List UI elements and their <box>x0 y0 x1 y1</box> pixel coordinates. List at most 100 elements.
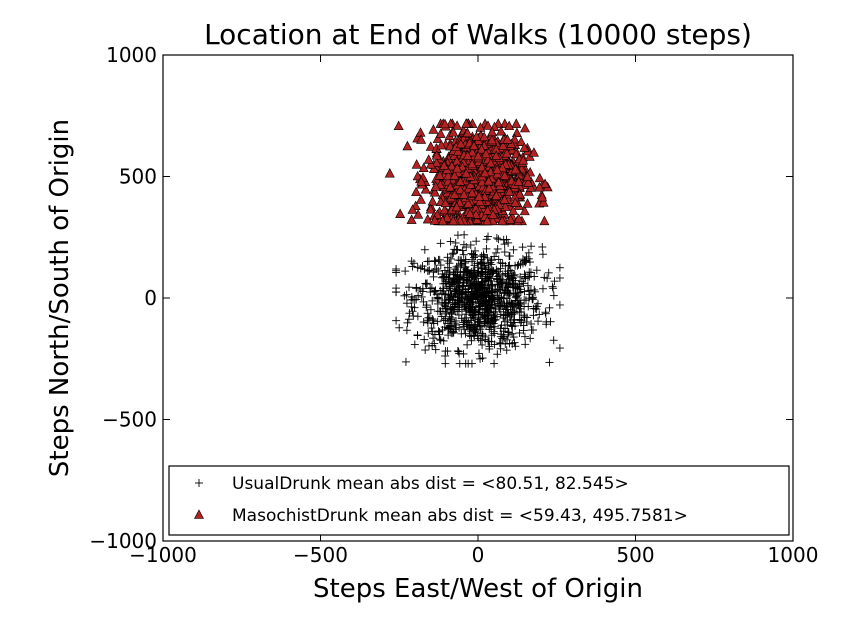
usualdrunk-point <box>518 259 527 268</box>
masochistdrunk-point <box>434 170 445 180</box>
usualdrunk-point <box>467 305 476 314</box>
usualdrunk-point <box>392 316 401 325</box>
masochistdrunk-point <box>453 146 464 156</box>
x-tick-label: 500 <box>616 543 654 567</box>
usualdrunk-point <box>413 263 422 272</box>
masochistdrunk-point <box>435 128 446 138</box>
masochistdrunk-point <box>504 120 515 131</box>
usualdrunk-point <box>445 294 454 303</box>
masochistdrunk-point <box>510 197 521 207</box>
usualdrunk-point <box>497 275 506 284</box>
usualdrunk-point <box>456 261 465 270</box>
usualdrunk-point <box>481 300 490 309</box>
masochistdrunk-point <box>479 131 490 142</box>
masochistdrunk-point <box>525 182 536 192</box>
masochistdrunk-point <box>425 141 436 151</box>
usualdrunk-point <box>489 319 498 328</box>
usualdrunk-point <box>433 317 442 326</box>
usualdrunk-point <box>402 299 411 308</box>
y-tick-label: 0 <box>144 286 157 310</box>
usualdrunk-point <box>507 321 516 330</box>
usualdrunk-point <box>431 345 440 354</box>
masochistdrunk-point <box>488 209 499 219</box>
scatter-points <box>384 118 564 368</box>
usualdrunk-point <box>464 318 473 327</box>
usualdrunk-point <box>527 319 536 328</box>
usualdrunk-point <box>500 301 509 310</box>
usualdrunk-point <box>408 262 417 271</box>
usualdrunk-point <box>460 313 469 322</box>
usualdrunk-point <box>449 327 458 336</box>
usualdrunk-point <box>422 280 431 289</box>
usualdrunk-point <box>476 297 485 306</box>
usualdrunk-point <box>480 317 489 326</box>
usualdrunk-point <box>455 359 464 368</box>
usualdrunk-point <box>504 283 513 292</box>
usualdrunk-point <box>423 316 432 325</box>
usualdrunk-point <box>517 316 526 325</box>
usualdrunk-point <box>463 320 472 329</box>
masochistdrunk-point <box>402 140 413 151</box>
usualdrunk-point <box>475 322 484 331</box>
masochistdrunk-point <box>474 196 485 206</box>
usualdrunk-point <box>518 243 527 252</box>
x-tick-label: −500 <box>293 543 348 567</box>
usualdrunk-point <box>445 268 454 277</box>
usualdrunk-point <box>419 297 428 306</box>
usualdrunk-point <box>487 314 496 323</box>
masochistdrunk-point <box>429 187 440 197</box>
usualdrunk-point <box>509 279 518 288</box>
usualdrunk-point <box>493 312 502 321</box>
masochistdrunk-point <box>534 172 545 183</box>
usualdrunk-point <box>443 253 452 262</box>
masochistdrunk-point <box>439 118 450 129</box>
usualdrunk-point <box>543 274 552 283</box>
usualdrunk-point <box>503 328 512 337</box>
masochistdrunk-point <box>514 188 525 199</box>
usualdrunk-point <box>494 255 503 264</box>
usualdrunk-point <box>498 259 507 268</box>
usualdrunk-point <box>517 277 526 286</box>
usualdrunk-point <box>449 270 458 279</box>
usualdrunk-point <box>481 285 490 294</box>
usualdrunk-point <box>444 295 453 304</box>
usualdrunk-point <box>484 307 493 316</box>
usualdrunk-point <box>508 302 517 311</box>
usualdrunk-point <box>528 295 537 304</box>
usualdrunk-point <box>534 317 543 326</box>
usualdrunk-point <box>477 255 486 264</box>
usualdrunk-point <box>550 277 559 286</box>
usualdrunk-point <box>508 329 517 338</box>
usualdrunk-point <box>472 303 481 312</box>
masochistdrunk-point <box>510 163 521 174</box>
usualdrunk-point <box>477 293 486 302</box>
masochistdrunk-point <box>420 184 431 194</box>
usualdrunk-point <box>521 340 530 349</box>
usualdrunk-point <box>520 312 529 321</box>
masochistdrunk-point <box>462 150 473 160</box>
usualdrunk-point <box>453 298 462 307</box>
usualdrunk-point <box>548 282 557 291</box>
usualdrunk-point <box>516 272 525 281</box>
legend-marker-masochistdrunk <box>194 509 204 519</box>
usualdrunk-point <box>402 326 411 335</box>
usualdrunk-point <box>524 248 533 257</box>
usualdrunk-point <box>436 239 445 248</box>
usualdrunk-point <box>446 254 455 263</box>
usualdrunk-point <box>407 292 416 301</box>
usualdrunk-point <box>460 263 469 272</box>
masochistdrunk-point <box>496 126 507 136</box>
masochistdrunk-point <box>477 176 488 187</box>
usualdrunk-point <box>457 329 466 338</box>
usualdrunk-point <box>538 284 547 293</box>
usualdrunk-point <box>423 309 432 318</box>
masochistdrunk-point <box>448 127 459 137</box>
usualdrunk-point <box>449 305 458 314</box>
usualdrunk-point <box>429 319 438 328</box>
usualdrunk-point <box>462 310 471 319</box>
usualdrunk-point <box>515 288 524 297</box>
masochistdrunk-point <box>452 162 463 173</box>
usualdrunk-point <box>475 302 484 311</box>
usualdrunk-point <box>425 266 434 275</box>
chart-title: Location at End of Walks (10000 steps) <box>204 18 752 51</box>
